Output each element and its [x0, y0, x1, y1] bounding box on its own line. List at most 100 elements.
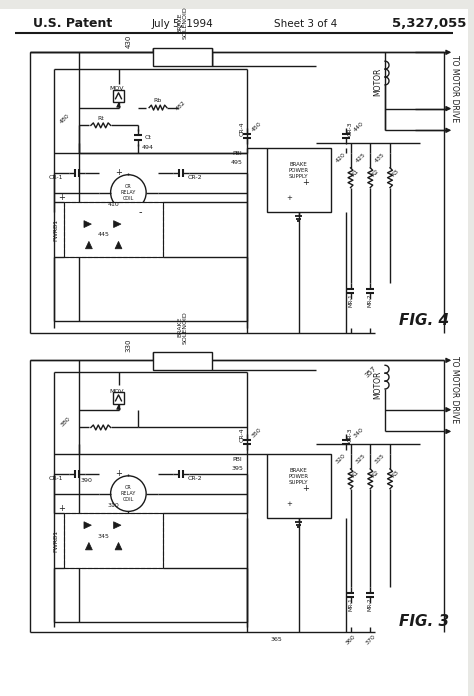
Polygon shape [85, 242, 92, 248]
Text: 340: 340 [353, 427, 365, 438]
Text: July 5, 1994: July 5, 1994 [152, 19, 214, 29]
Text: 325: 325 [355, 453, 366, 465]
Text: MR-2: MR-2 [368, 597, 373, 611]
Text: FWRB1: FWRB1 [54, 530, 59, 551]
Text: 357: 357 [364, 365, 377, 379]
Text: 380: 380 [59, 416, 71, 427]
Text: 450: 450 [251, 120, 263, 132]
Text: Rt: Rt [97, 116, 104, 121]
Text: CR-3: CR-3 [348, 121, 353, 136]
Text: 410: 410 [108, 202, 119, 207]
Text: BRAKE
POWER
SUPPLY: BRAKE POWER SUPPLY [289, 468, 309, 485]
Text: +: + [302, 178, 309, 187]
Polygon shape [84, 522, 91, 529]
Text: R3: R3 [390, 168, 400, 177]
Text: 435: 435 [374, 152, 386, 164]
Text: CR-3: CR-3 [348, 427, 353, 442]
Text: 480: 480 [59, 113, 71, 125]
Text: R1: R1 [351, 469, 360, 479]
Text: PBI: PBI [232, 457, 242, 461]
Text: 365: 365 [271, 638, 283, 642]
Text: Rb: Rb [154, 98, 162, 103]
Text: R2: R2 [371, 469, 380, 479]
Text: 495: 495 [231, 160, 243, 166]
Text: Sheet 3 of 4: Sheet 3 of 4 [274, 19, 337, 29]
Text: 345: 345 [98, 534, 109, 539]
Text: +: + [286, 502, 292, 507]
Bar [113, 90, 125, 102]
Text: 390: 390 [81, 478, 93, 483]
Bar [64, 514, 163, 568]
Text: -: - [138, 508, 142, 519]
Text: 370: 370 [365, 634, 376, 646]
Text: R3: R3 [390, 469, 400, 479]
Text: 445: 445 [98, 232, 109, 237]
Text: CR
RELAY: CR RELAY [121, 485, 136, 496]
Text: 335: 335 [374, 453, 386, 465]
Text: MOV: MOV [109, 86, 124, 91]
Text: +: + [286, 196, 292, 201]
Text: MR-1: MR-1 [348, 597, 353, 611]
Text: 320: 320 [335, 453, 346, 465]
Text: U.S. Patent: U.S. Patent [33, 17, 112, 30]
Text: TO MOTOR DRIVE: TO MOTOR DRIVE [450, 55, 459, 122]
Bar [153, 48, 212, 66]
Text: +: + [58, 193, 64, 202]
Text: CR
RELAY: CR RELAY [121, 184, 136, 195]
Text: FIG. 3: FIG. 3 [400, 615, 450, 629]
Text: 482: 482 [175, 100, 187, 111]
Text: 5,327,055: 5,327,055 [392, 17, 467, 30]
Text: +: + [115, 469, 122, 478]
Text: 360: 360 [345, 634, 356, 646]
Text: MOV: MOV [109, 390, 124, 395]
Text: MOTOR: MOTOR [374, 68, 383, 96]
Text: -: - [138, 207, 142, 217]
Bar [64, 203, 163, 257]
Text: 350: 350 [251, 427, 263, 438]
Text: 330: 330 [126, 339, 131, 352]
Text: COIL: COIL [123, 196, 134, 201]
Bar [113, 392, 125, 404]
Text: FWRB1: FWRB1 [54, 219, 59, 241]
Text: R2: R2 [371, 168, 380, 177]
Text: FIG. 4: FIG. 4 [400, 313, 450, 329]
Text: TO MOTOR DRIVE: TO MOTOR DRIVE [450, 356, 459, 424]
Text: COIL: COIL [123, 497, 134, 502]
Polygon shape [114, 522, 121, 529]
Text: 310: 310 [108, 503, 119, 508]
Text: +: + [302, 484, 309, 493]
Text: 425: 425 [355, 152, 366, 164]
Text: 440: 440 [353, 120, 365, 132]
Polygon shape [115, 542, 122, 550]
Text: CR-4: CR-4 [239, 427, 245, 442]
Bar [266, 148, 331, 212]
Text: +: + [115, 168, 122, 177]
Text: PBI: PBI [232, 150, 242, 155]
Polygon shape [84, 221, 91, 228]
Text: MR-1: MR-1 [348, 293, 353, 307]
Text: R1: R1 [351, 168, 360, 177]
Polygon shape [114, 221, 121, 228]
Text: BRAKE
POWER
SUPPLY: BRAKE POWER SUPPLY [289, 162, 309, 179]
Text: CR-2: CR-2 [187, 476, 202, 482]
Text: 395: 395 [231, 466, 243, 471]
Bar [153, 352, 212, 370]
Bar [266, 454, 331, 519]
Text: MR-2: MR-2 [368, 293, 373, 307]
Text: 420: 420 [335, 152, 346, 164]
Text: BRAKE
SOLENOID: BRAKE SOLENOID [177, 7, 188, 40]
Text: CR-1: CR-1 [49, 175, 64, 180]
Polygon shape [115, 242, 122, 248]
Text: CR-1: CR-1 [49, 476, 64, 482]
Text: MOTOR: MOTOR [374, 371, 383, 400]
Text: +: + [58, 504, 64, 513]
Text: CR-4: CR-4 [239, 121, 245, 136]
Text: 430: 430 [126, 35, 131, 48]
Text: 494: 494 [142, 145, 154, 150]
Text: CR-2: CR-2 [187, 175, 202, 180]
Bar [64, 514, 163, 568]
Bar [64, 203, 163, 257]
Polygon shape [85, 542, 92, 550]
Text: BRAKE
SOLENOID: BRAKE SOLENOID [177, 311, 188, 344]
Text: Ct: Ct [145, 135, 152, 140]
